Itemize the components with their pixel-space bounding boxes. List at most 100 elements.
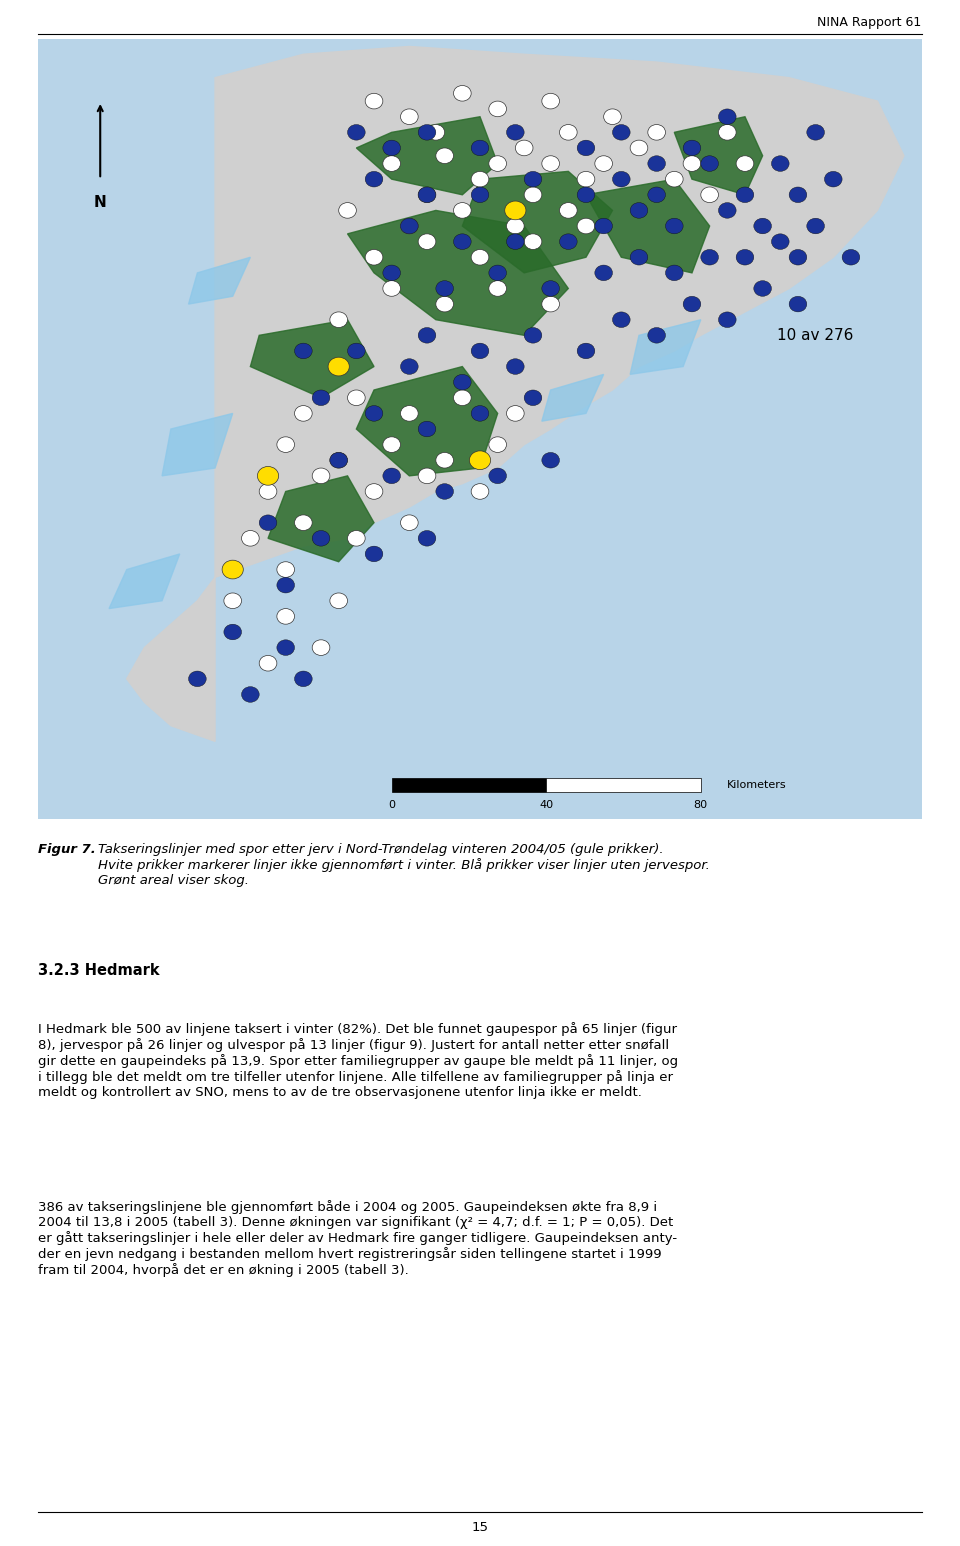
Circle shape xyxy=(577,218,595,233)
Circle shape xyxy=(541,297,560,312)
Circle shape xyxy=(257,467,278,485)
Circle shape xyxy=(295,405,312,421)
Circle shape xyxy=(505,201,526,220)
Polygon shape xyxy=(356,366,497,476)
Polygon shape xyxy=(463,172,612,272)
Circle shape xyxy=(612,172,630,187)
Circle shape xyxy=(400,515,419,530)
Circle shape xyxy=(365,484,383,499)
Circle shape xyxy=(427,125,444,141)
Circle shape xyxy=(718,312,736,328)
Circle shape xyxy=(825,172,842,187)
Bar xyxy=(392,778,546,792)
Circle shape xyxy=(383,281,400,297)
Circle shape xyxy=(577,343,595,359)
Circle shape xyxy=(328,357,349,376)
Circle shape xyxy=(684,297,701,312)
Circle shape xyxy=(365,172,383,187)
Circle shape xyxy=(789,187,806,203)
Circle shape xyxy=(665,172,684,187)
Circle shape xyxy=(701,156,718,172)
Circle shape xyxy=(276,640,295,656)
Text: 10 av 276: 10 av 276 xyxy=(778,328,853,343)
Circle shape xyxy=(612,312,630,328)
Circle shape xyxy=(453,390,471,405)
Circle shape xyxy=(242,530,259,546)
Circle shape xyxy=(419,468,436,484)
Circle shape xyxy=(330,312,348,328)
Circle shape xyxy=(471,343,489,359)
Circle shape xyxy=(383,438,400,453)
Circle shape xyxy=(400,218,419,233)
Text: 15: 15 xyxy=(471,1521,489,1534)
Circle shape xyxy=(242,686,259,702)
Circle shape xyxy=(419,328,436,343)
Circle shape xyxy=(595,156,612,172)
Polygon shape xyxy=(541,374,604,421)
Circle shape xyxy=(507,359,524,374)
Circle shape xyxy=(524,233,541,249)
Polygon shape xyxy=(674,116,762,195)
Circle shape xyxy=(312,530,330,546)
Circle shape xyxy=(701,249,718,264)
Circle shape xyxy=(507,405,524,421)
Circle shape xyxy=(489,264,507,281)
Circle shape xyxy=(612,125,630,141)
Circle shape xyxy=(453,233,471,249)
Text: Kilometers: Kilometers xyxy=(728,781,787,790)
Circle shape xyxy=(312,640,330,656)
Circle shape xyxy=(419,187,436,203)
Text: Figur 7.: Figur 7. xyxy=(38,843,101,855)
Circle shape xyxy=(471,249,489,264)
Circle shape xyxy=(665,264,684,281)
Circle shape xyxy=(648,187,665,203)
Circle shape xyxy=(648,125,665,141)
Text: NINA Rapport 61: NINA Rapport 61 xyxy=(817,17,922,29)
Circle shape xyxy=(224,625,242,640)
Circle shape xyxy=(436,484,453,499)
Circle shape xyxy=(436,297,453,312)
Circle shape xyxy=(541,281,560,297)
Circle shape xyxy=(541,453,560,468)
Text: I Hedmark ble 500 av linjene taksert i vinter (82%). Det ble funnet gaupespor på: I Hedmark ble 500 av linjene taksert i v… xyxy=(38,1022,679,1099)
Bar xyxy=(546,778,701,792)
Circle shape xyxy=(595,218,612,233)
Circle shape xyxy=(718,203,736,218)
Circle shape xyxy=(684,156,701,172)
Circle shape xyxy=(436,453,453,468)
Circle shape xyxy=(577,141,595,156)
Circle shape xyxy=(330,453,348,468)
Circle shape xyxy=(276,577,295,594)
Circle shape xyxy=(736,156,754,172)
Circle shape xyxy=(436,148,453,164)
Circle shape xyxy=(736,187,754,203)
Circle shape xyxy=(419,187,436,203)
Circle shape xyxy=(736,249,754,264)
Circle shape xyxy=(222,560,243,578)
Circle shape xyxy=(383,141,400,156)
Circle shape xyxy=(259,656,276,671)
Circle shape xyxy=(701,187,718,203)
Circle shape xyxy=(560,203,577,218)
Circle shape xyxy=(383,264,400,281)
Text: 3.2.3 Hedmark: 3.2.3 Hedmark xyxy=(38,963,160,979)
Circle shape xyxy=(276,561,295,577)
Circle shape xyxy=(806,218,825,233)
Circle shape xyxy=(400,359,419,374)
Polygon shape xyxy=(188,257,251,305)
Circle shape xyxy=(471,405,489,421)
Circle shape xyxy=(419,530,436,546)
Circle shape xyxy=(295,515,312,530)
Text: 80: 80 xyxy=(694,799,708,810)
Polygon shape xyxy=(586,179,709,272)
Circle shape xyxy=(339,203,356,218)
Circle shape xyxy=(365,249,383,264)
Circle shape xyxy=(489,281,507,297)
Circle shape xyxy=(259,515,276,530)
Circle shape xyxy=(224,594,242,609)
Circle shape xyxy=(453,374,471,390)
Circle shape xyxy=(560,125,577,141)
Circle shape xyxy=(365,546,383,561)
Circle shape xyxy=(188,671,206,686)
Circle shape xyxy=(453,85,471,100)
